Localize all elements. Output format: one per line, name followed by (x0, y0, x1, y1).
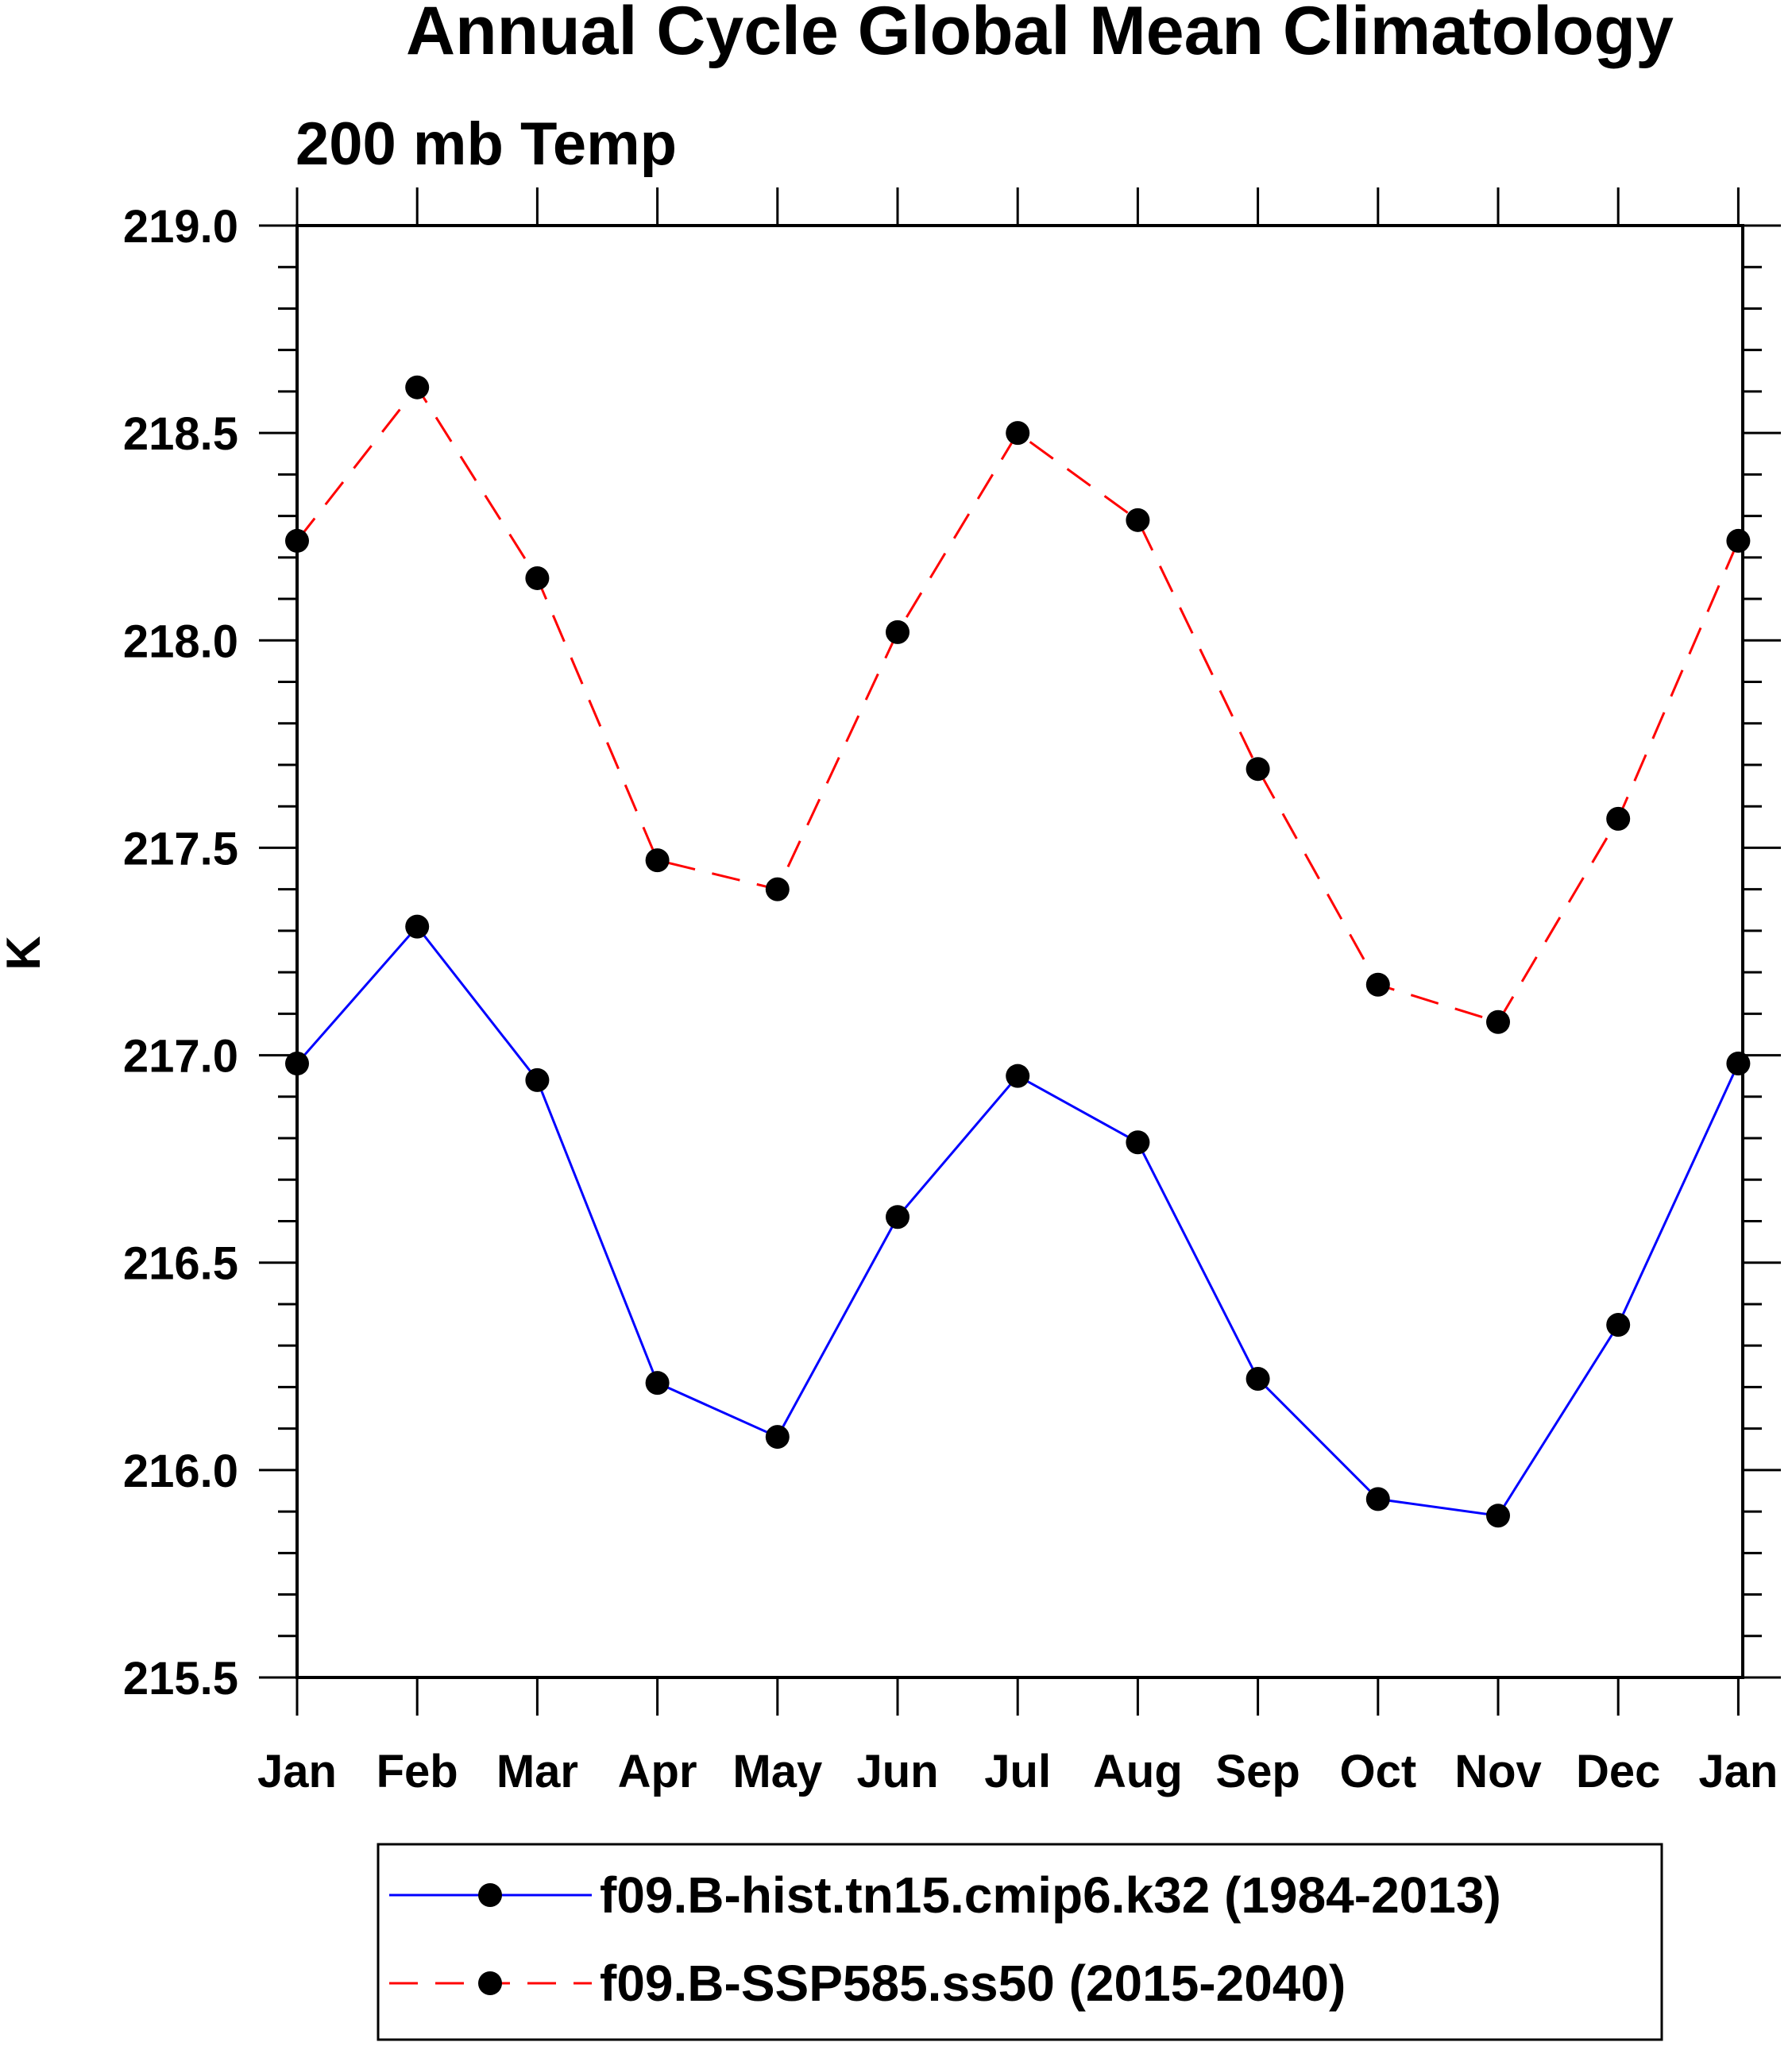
legend-marker-0 (478, 1883, 502, 1907)
series-layer (285, 375, 1751, 1528)
data-point-series-1 (1726, 528, 1751, 553)
y-tick-label: 218.0 (123, 616, 238, 667)
x-tick-label: Nov (1454, 1746, 1542, 1797)
data-point-series-1 (1365, 972, 1390, 997)
data-point-series-0 (525, 1067, 550, 1092)
data-point-series-0 (886, 1205, 910, 1230)
data-point-series-1 (525, 566, 550, 590)
data-point-series-1 (1126, 508, 1150, 532)
y-tick-label: 216.0 (123, 1446, 238, 1497)
data-point-series-0 (405, 914, 430, 939)
x-tick-label: Jan (1698, 1746, 1778, 1797)
data-point-series-1 (1486, 1009, 1510, 1034)
x-tick-label: Feb (377, 1746, 458, 1797)
data-point-series-0 (1486, 1504, 1510, 1528)
x-tick-label: Mar (496, 1746, 578, 1797)
x-tick-label: Aug (1093, 1746, 1183, 1797)
x-tick-label: Oct (1339, 1746, 1416, 1797)
data-point-series-0 (765, 1425, 790, 1450)
y-tick-label: 217.5 (123, 823, 238, 874)
y-tick-label: 219.0 (123, 201, 238, 253)
y-axis-ticks (259, 224, 1781, 1679)
data-point-series-0 (645, 1371, 670, 1396)
legend-marker-1 (478, 1971, 502, 1995)
data-point-series-0 (285, 1052, 309, 1076)
x-tick-label: May (732, 1746, 822, 1797)
legend: f09.B-hist.tn15.cmip6.k32 (1984-2013) f0… (377, 1843, 1663, 2041)
data-point-series-1 (1006, 421, 1030, 446)
y-tick-label: 218.5 (123, 408, 238, 460)
plot-frame (295, 224, 1744, 1679)
legend-label-0: f09.B-hist.tn15.cmip6.k32 (1984-2013) (600, 1866, 1501, 1924)
data-point-series-0 (1606, 1313, 1631, 1338)
data-point-series-0 (1365, 1487, 1390, 1511)
y-axis-tick-labels: 215.5 216.0 216.5 217.0 217.5 218.0 218.5 219.0 (123, 201, 238, 1704)
x-tick-label: Apr (618, 1746, 697, 1797)
data-point-series-0 (1126, 1130, 1150, 1155)
chart-title: Annual Cycle Global Mean Climatology (406, 0, 1674, 69)
x-tick-label: Jul (984, 1746, 1051, 1797)
data-point-series-0 (1006, 1064, 1030, 1088)
series-line-0 (295, 925, 1740, 1517)
data-point-series-1 (886, 620, 910, 644)
data-point-series-1 (1606, 806, 1631, 831)
x-tick-label: Jun (856, 1746, 938, 1797)
data-point-series-1 (1246, 757, 1270, 782)
series-line-1 (295, 385, 1740, 1024)
legend-label-1: f09.B-SSP585.ss50 (2015-2040) (600, 1955, 1346, 2012)
y-tick-label: 217.0 (123, 1031, 238, 1083)
data-point-series-0 (1246, 1366, 1270, 1391)
data-point-series-1 (765, 877, 790, 901)
x-axis-ticks (295, 187, 1740, 1716)
data-point-series-1 (645, 848, 670, 873)
legend-box (377, 1843, 1663, 2041)
y-tick-label: 216.5 (123, 1238, 238, 1290)
data-point-series-1 (405, 375, 430, 400)
x-tick-label: Jan (257, 1746, 337, 1797)
chart-subtitle: 200 mb Temp (295, 110, 677, 178)
x-axis-tick-labels: Jan Feb Mar Apr May Jun Jul Aug Sep Oct Nov Dec Jan (257, 1746, 1778, 1797)
y-axis-label: K (0, 936, 50, 970)
data-point-series-1 (285, 528, 309, 553)
y-tick-label: 215.5 (123, 1653, 238, 1704)
data-point-series-0 (1726, 1052, 1751, 1076)
x-tick-label: Sep (1215, 1746, 1300, 1797)
x-tick-label: Dec (1576, 1746, 1660, 1797)
